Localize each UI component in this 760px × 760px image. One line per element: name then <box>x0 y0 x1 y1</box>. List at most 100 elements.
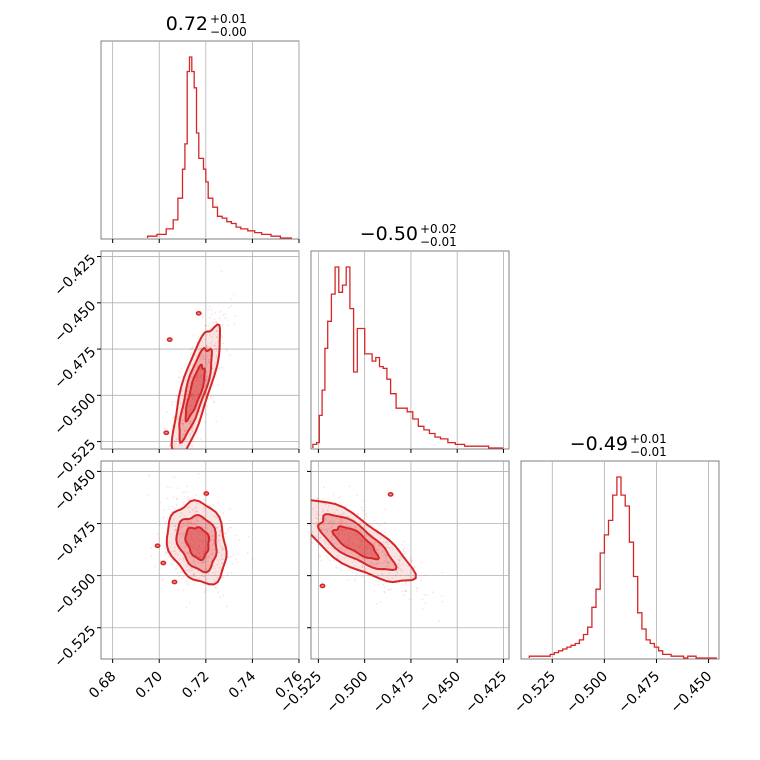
sample-point <box>220 546 223 549</box>
sample-point <box>361 557 364 560</box>
sample-point <box>337 532 340 534</box>
sample-point <box>384 586 386 588</box>
sample-point <box>187 533 190 536</box>
sample-point <box>224 313 227 315</box>
sample-point <box>188 601 191 604</box>
sample-point <box>391 548 394 551</box>
sample-point <box>204 353 207 356</box>
sample-point <box>364 568 366 571</box>
sample-point <box>403 540 405 543</box>
sample-point <box>301 524 303 526</box>
sample-point <box>203 568 206 570</box>
sample-point <box>171 506 174 509</box>
sample-point <box>347 525 350 528</box>
sample-point <box>217 559 220 561</box>
title-value: −0.50 <box>360 223 418 245</box>
sample-point <box>184 524 187 526</box>
sample-point <box>180 533 183 535</box>
sample-point <box>185 564 188 566</box>
sample-point <box>174 524 177 527</box>
sample-point <box>331 526 333 528</box>
sample-point <box>205 344 208 347</box>
sample-point <box>212 400 215 403</box>
sample-point <box>221 545 224 548</box>
sample-point <box>187 569 190 571</box>
sample-point <box>369 547 372 550</box>
sample-point <box>370 562 373 564</box>
sample-point <box>215 586 218 589</box>
sample-point <box>338 513 340 516</box>
sample-point <box>213 344 216 347</box>
sample-point <box>213 535 215 538</box>
sample-point <box>208 532 211 535</box>
sample-point <box>307 536 309 538</box>
scatter-panel-1 <box>97 250 300 457</box>
sample-point <box>196 395 199 398</box>
sample-point <box>197 392 200 394</box>
sample-point <box>196 437 199 440</box>
sample-point <box>161 455 163 457</box>
sample-point <box>391 577 394 580</box>
sample-point <box>169 443 172 446</box>
sample-point <box>200 438 203 440</box>
sample-point <box>174 529 176 532</box>
sample-point <box>205 375 208 378</box>
sample-point <box>177 416 180 418</box>
sample-point <box>193 540 196 543</box>
sample-point <box>306 525 308 527</box>
sample-point <box>201 561 203 564</box>
sample-point <box>200 538 202 541</box>
sample-point <box>173 415 175 418</box>
sample-point <box>204 550 207 552</box>
sample-point <box>218 534 221 537</box>
sample-point <box>195 537 198 540</box>
sample-point <box>337 533 340 535</box>
sample-point <box>388 588 390 591</box>
sample-point <box>369 551 372 554</box>
sample-point <box>371 533 374 536</box>
sample-point <box>211 551 214 554</box>
sample-point <box>191 427 194 429</box>
sample-point <box>320 526 322 529</box>
sample-point <box>206 527 209 530</box>
sample-point <box>362 518 365 521</box>
sample-point <box>336 509 338 511</box>
sample-point <box>192 394 195 396</box>
x-tick-label: −0.450 <box>667 669 715 717</box>
sample-point <box>170 558 173 561</box>
sample-point <box>348 540 351 543</box>
sample-point <box>347 544 350 547</box>
sample-point <box>215 321 218 324</box>
sample-point <box>163 509 165 511</box>
x-tick-label: 0.70 <box>133 669 166 702</box>
sample-point <box>191 569 194 571</box>
histogram-frame-2 <box>310 250 510 450</box>
sample-point <box>211 344 214 347</box>
sample-point <box>194 506 197 509</box>
sample-point <box>210 539 212 541</box>
sample-point <box>199 347 202 349</box>
sample-point <box>304 516 306 518</box>
sample-point <box>185 398 188 400</box>
sample-point <box>150 547 153 550</box>
sample-point <box>225 319 228 321</box>
sample-point <box>318 536 321 539</box>
title-minus-error: −0.01 <box>420 235 457 249</box>
sample-point <box>199 532 202 535</box>
sample-point <box>346 524 349 526</box>
sample-point <box>338 547 340 549</box>
sample-point <box>204 546 207 548</box>
sample-point <box>349 536 352 538</box>
sample-point <box>201 550 204 553</box>
sample-point <box>384 559 387 562</box>
sample-point <box>326 509 329 512</box>
scatter-panel-2 <box>97 460 300 663</box>
sample-point <box>176 395 178 397</box>
sample-point <box>364 549 367 552</box>
sample-point <box>213 330 215 333</box>
sample-point <box>191 509 194 512</box>
sample-point <box>203 550 206 553</box>
sample-point <box>214 515 217 518</box>
sample-point <box>362 548 365 551</box>
sample-point <box>328 522 330 525</box>
